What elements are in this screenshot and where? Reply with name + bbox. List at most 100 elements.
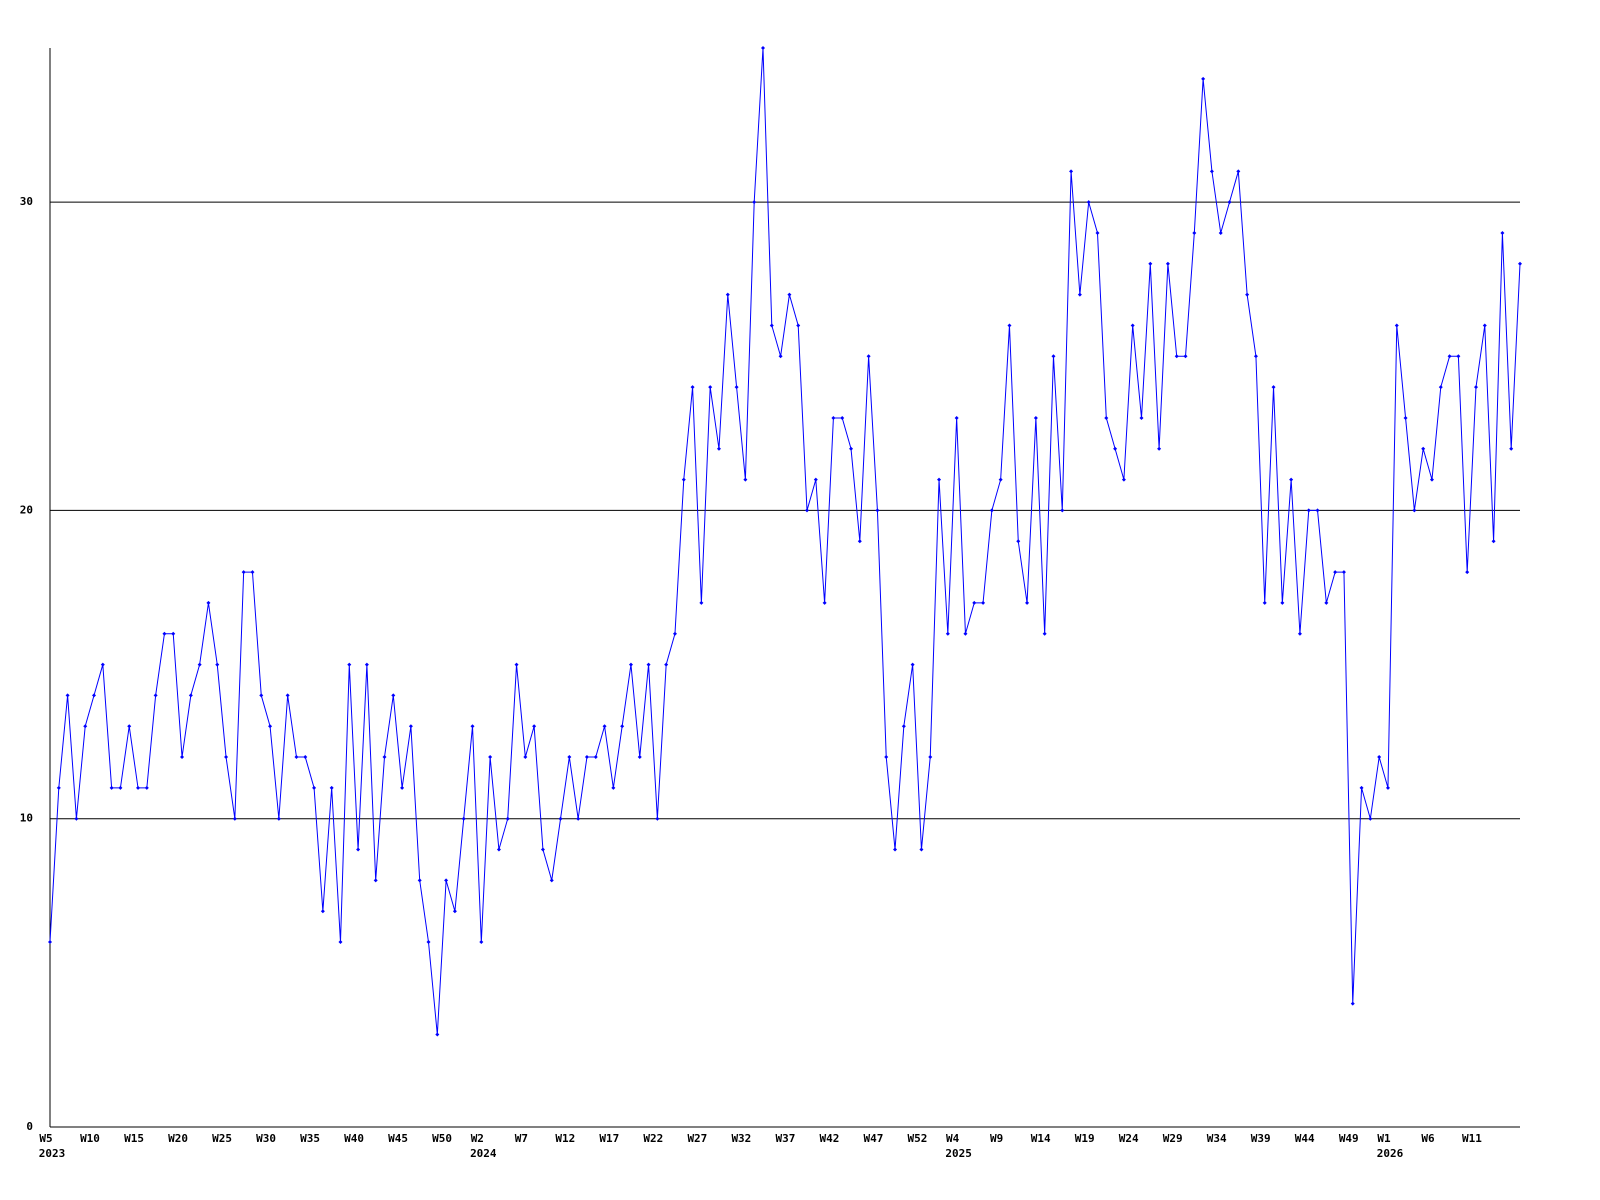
data-point — [919, 847, 924, 852]
x-tick-label: W34 — [1207, 1132, 1227, 1145]
data-point — [171, 631, 176, 636]
data-point — [1429, 477, 1434, 482]
data-point — [690, 385, 695, 390]
data-point — [972, 600, 977, 605]
data-point — [1033, 415, 1038, 420]
x-tick-label: W52 — [907, 1132, 927, 1145]
data-point — [400, 785, 405, 790]
data-point — [1236, 169, 1241, 174]
data-point — [479, 940, 484, 945]
data-point — [655, 816, 660, 821]
x-tick-label: W42 — [819, 1132, 839, 1145]
data-point — [268, 724, 273, 729]
data-point — [857, 539, 862, 544]
data-point — [1271, 385, 1276, 390]
x-tick-label: W24 — [1119, 1132, 1139, 1145]
data-point — [364, 662, 369, 667]
data-point — [716, 446, 721, 451]
data-point — [1421, 446, 1426, 451]
data-point — [708, 385, 713, 390]
data-point — [215, 662, 220, 667]
data-point — [945, 631, 950, 636]
data-point — [1509, 446, 1514, 451]
x-tick-label: W35 — [300, 1132, 320, 1145]
data-point — [1060, 508, 1065, 513]
data-point — [1438, 385, 1443, 390]
data-point — [796, 323, 801, 328]
data-point — [65, 693, 70, 698]
data-point — [426, 940, 431, 945]
x-tick-label: W1 — [1377, 1132, 1391, 1145]
data-point — [83, 724, 88, 729]
data-point — [1069, 169, 1074, 174]
x-tick-label: W15 — [124, 1132, 144, 1145]
data-point — [1183, 354, 1188, 359]
data-point — [681, 477, 686, 482]
data-point — [1403, 415, 1408, 420]
data-point — [144, 785, 149, 790]
data-point — [549, 878, 554, 883]
x-tick-label: W14 — [1031, 1132, 1051, 1145]
data-point — [1148, 261, 1153, 266]
data-point — [1095, 230, 1100, 235]
data-point — [989, 508, 994, 513]
data-point — [998, 477, 1003, 482]
data-point — [100, 662, 105, 667]
x-tick-label: W9 — [990, 1132, 1003, 1145]
data-point — [109, 785, 114, 790]
data-point — [901, 724, 906, 729]
data-point — [180, 755, 185, 760]
data-point — [875, 508, 880, 513]
data-point — [664, 662, 669, 667]
data-point — [444, 878, 449, 883]
data-point — [1306, 508, 1311, 513]
data-point — [1253, 354, 1258, 359]
x-tick-label: W49 — [1339, 1132, 1359, 1145]
data-point — [1016, 539, 1021, 544]
data-point — [496, 847, 501, 852]
data-point — [232, 816, 237, 821]
data-point — [514, 662, 519, 667]
data-point — [523, 755, 528, 760]
data-point — [1121, 477, 1126, 482]
data-point — [1377, 755, 1382, 760]
x-tick-label: W17 — [599, 1132, 619, 1145]
data-point — [250, 570, 255, 575]
data-point — [347, 662, 352, 667]
data-point — [1500, 230, 1505, 235]
data-point — [1518, 261, 1522, 266]
data-point — [206, 600, 211, 605]
data-point — [822, 600, 827, 605]
data-point — [1130, 323, 1135, 328]
data-point — [188, 693, 193, 698]
data-point — [1297, 631, 1302, 636]
data-point — [1341, 570, 1346, 575]
data-point — [153, 693, 158, 698]
data-point — [1174, 354, 1179, 359]
data-point — [646, 662, 651, 667]
data-point — [312, 785, 317, 790]
data-point — [866, 354, 871, 359]
data-point — [593, 755, 598, 760]
x-tick-label: W44 — [1295, 1132, 1315, 1145]
data-point — [373, 878, 378, 883]
data-point — [1025, 600, 1030, 605]
x-tick-label: W30 — [256, 1132, 276, 1145]
data-point — [1165, 261, 1170, 266]
data-point — [408, 724, 413, 729]
data-point — [224, 755, 229, 760]
data-point — [540, 847, 545, 852]
data-point — [1077, 292, 1082, 297]
data-point — [805, 508, 810, 513]
data-point — [584, 755, 589, 760]
x-tick-label: W37 — [775, 1132, 795, 1145]
data-point — [928, 755, 933, 760]
x-tick-label: W50 — [432, 1132, 452, 1145]
data-point — [1227, 200, 1232, 205]
data-point — [470, 724, 475, 729]
data-point — [1192, 230, 1197, 235]
data-point — [840, 415, 845, 420]
data-point — [1042, 631, 1047, 636]
x-tick-label: W7 — [515, 1132, 528, 1145]
